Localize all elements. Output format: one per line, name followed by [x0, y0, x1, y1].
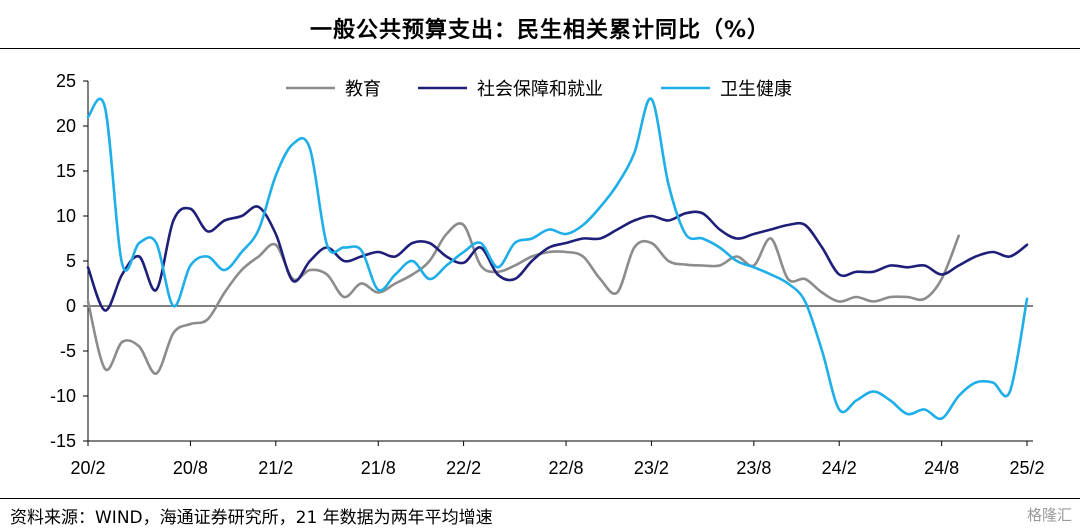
- y-tick-label: 5: [66, 251, 76, 271]
- series-line-health: [86, 97, 1029, 421]
- x-tick-label: 20/8: [173, 458, 208, 478]
- x-tick-label: 21/2: [258, 458, 293, 478]
- x-tick-label: 24/2: [822, 458, 857, 478]
- y-tick-label: 20: [56, 116, 76, 136]
- bottom-rule: [0, 498, 1080, 499]
- y-tick-label: 0: [66, 296, 76, 316]
- legend-label: 教育: [345, 79, 381, 100]
- x-tick-label: 22/8: [549, 458, 584, 478]
- axes: 25 20 15 10 5 0 -5 -10 -15 20/2 20/8 21/2 21/8 22/2 22…: [50, 71, 1045, 478]
- x-tick-label: 24/8: [924, 458, 959, 478]
- legend-label: 卫生健康: [720, 79, 792, 100]
- x-tick-label: 23/8: [736, 458, 771, 478]
- y-tick-label: 10: [56, 206, 76, 226]
- y-tick-label: 15: [56, 161, 76, 181]
- x-tick-label: 21/8: [361, 458, 396, 478]
- source-note: 资料来源：WIND，海通证券研究所，21 年数据为两年平均增速: [10, 508, 493, 528]
- legend: 教育 社会保障和就业 卫生健康: [286, 79, 792, 100]
- title-rule: [0, 48, 1080, 49]
- line-chart: 25 20 15 10 5 0 -5 -10 -15 20/2 20/8 21/2 21/8 22/2 22…: [50, 71, 1045, 478]
- legend-label: 社会保障和就业: [477, 79, 603, 100]
- x-tick-label: 25/2: [1009, 458, 1044, 478]
- x-tick-label: 23/2: [634, 458, 669, 478]
- y-tick-label: 25: [56, 71, 76, 91]
- series-layer: [86, 97, 1029, 421]
- series-line-education: [86, 222, 960, 375]
- y-tick-label: -15: [50, 431, 76, 451]
- series-line-social-security: [86, 205, 1029, 312]
- watermark: 格隆汇: [1026, 506, 1072, 524]
- y-tick-label: -10: [50, 386, 76, 406]
- x-tick-label: 20/2: [70, 458, 105, 478]
- x-tick-label: 22/2: [446, 458, 481, 478]
- chart-title: 一般公共预算支出：民生相关累计同比（%）: [309, 18, 771, 43]
- y-tick-label: -5: [60, 341, 76, 361]
